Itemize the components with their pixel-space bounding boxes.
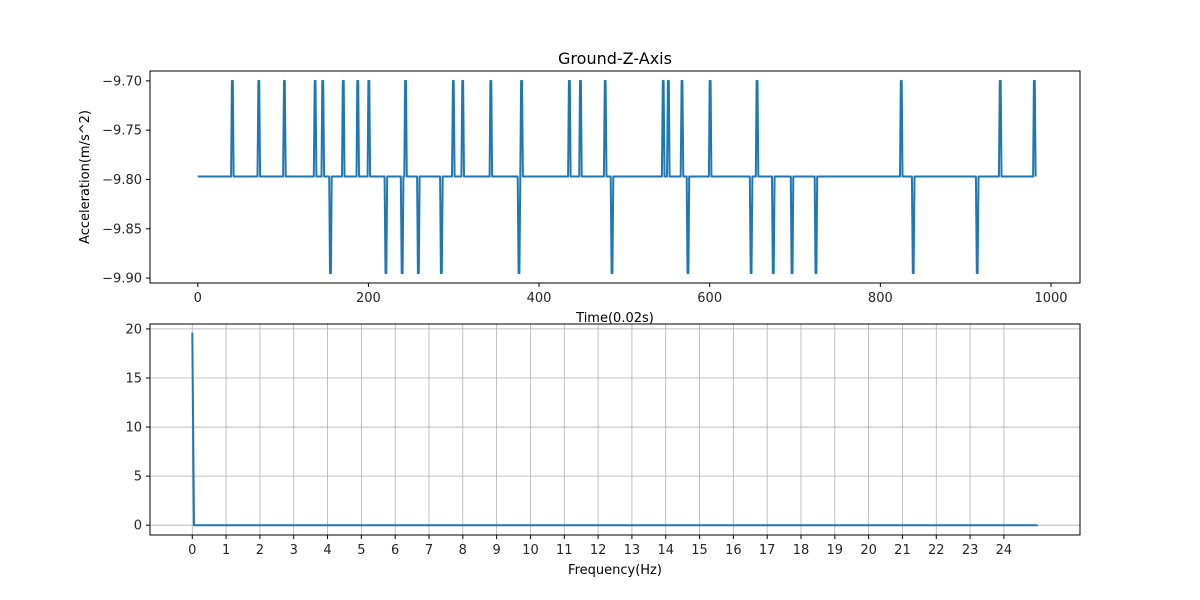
x-tick-label: 16 (725, 543, 742, 558)
series-line (191, 332, 1038, 527)
y-tick-label: −9.70 (102, 74, 142, 89)
y-tick-label: −9.85 (102, 222, 142, 237)
plot-frame (149, 323, 1081, 536)
plot-frame (149, 70, 1081, 284)
y-tick-label: −9.75 (102, 124, 142, 139)
x-tick-label: 7 (425, 543, 433, 558)
x-tick-label: 4 (323, 543, 331, 558)
x-tick-label: 400 (527, 291, 552, 306)
x-tick-label: 1 (222, 543, 230, 558)
x-tick-label: 1000 (1034, 291, 1067, 306)
x-tick-label: 22 (928, 543, 945, 558)
x-tick-label: 18 (793, 543, 810, 558)
x-tick-label: 11 (556, 543, 573, 558)
y-tick-label: 15 (125, 371, 142, 386)
y-axis-label: Acceleration(m/s^2) (78, 110, 93, 244)
x-tick-label: 24 (996, 543, 1013, 558)
x-tick-label: 21 (894, 543, 911, 558)
grid (150, 324, 1080, 535)
x-tick-label: 800 (868, 291, 893, 306)
x-tick-label: 0 (188, 543, 196, 558)
y-tick-label: 0 (134, 519, 142, 534)
y-tick-label: 10 (125, 421, 142, 436)
x-tick-label: 17 (759, 543, 776, 558)
x-tick-label: 9 (492, 543, 500, 558)
chart-title: Ground-Z-Axis (558, 49, 672, 68)
x-tick-label: 20 (860, 543, 877, 558)
x-tick-label: 5 (357, 543, 365, 558)
x-tick-label: 6 (391, 543, 399, 558)
frequency-domain-chart: 0 1 2 3 4 5 6 7 8 9 10 11 12 13 14 15 16 17 18 19 20 21 22 23 24… (125, 322, 1081, 578)
y-axis-ticks: −9.70 −9.75 −9.80 −9.85 −9.90 (102, 74, 150, 287)
x-tick-label: 200 (356, 291, 381, 306)
x-axis-ticks: 0 1 2 3 4 5 6 7 8 9 10 11 12 13 14 15 16 17 18 19 20 21 22 23 24 (188, 535, 1012, 558)
x-tick-label: 8 (459, 543, 467, 558)
x-axis-label: Time(0.02s) (575, 311, 654, 326)
y-tick-label: 5 (134, 470, 142, 485)
y-tick-label: −9.90 (102, 272, 142, 287)
x-tick-label: 0 (194, 291, 202, 306)
x-tick-label: 3 (290, 543, 298, 558)
x-tick-label: 14 (657, 543, 674, 558)
x-axis-label: Frequency(Hz) (568, 563, 662, 578)
x-tick-label: 13 (624, 543, 641, 558)
x-axis-ticks: 0 200 400 600 800 1000 (194, 283, 1068, 306)
x-tick-label: 600 (697, 291, 722, 306)
x-tick-label: 12 (590, 543, 607, 558)
x-tick-label: 2 (256, 543, 264, 558)
x-tick-label: 10 (522, 543, 539, 558)
x-tick-label: 19 (827, 543, 844, 558)
x-tick-label: 23 (962, 543, 979, 558)
y-axis-ticks: 0 5 10 15 20 (125, 322, 150, 534)
time-domain-chart: Ground-Z-Axis 0 200 400 600 800 1000 −9.70−9.… (78, 49, 1081, 326)
y-tick-label: 20 (125, 322, 142, 337)
series-line (197, 79, 1037, 275)
x-tick-label: 15 (691, 543, 708, 558)
y-tick-label: −9.80 (102, 173, 142, 188)
